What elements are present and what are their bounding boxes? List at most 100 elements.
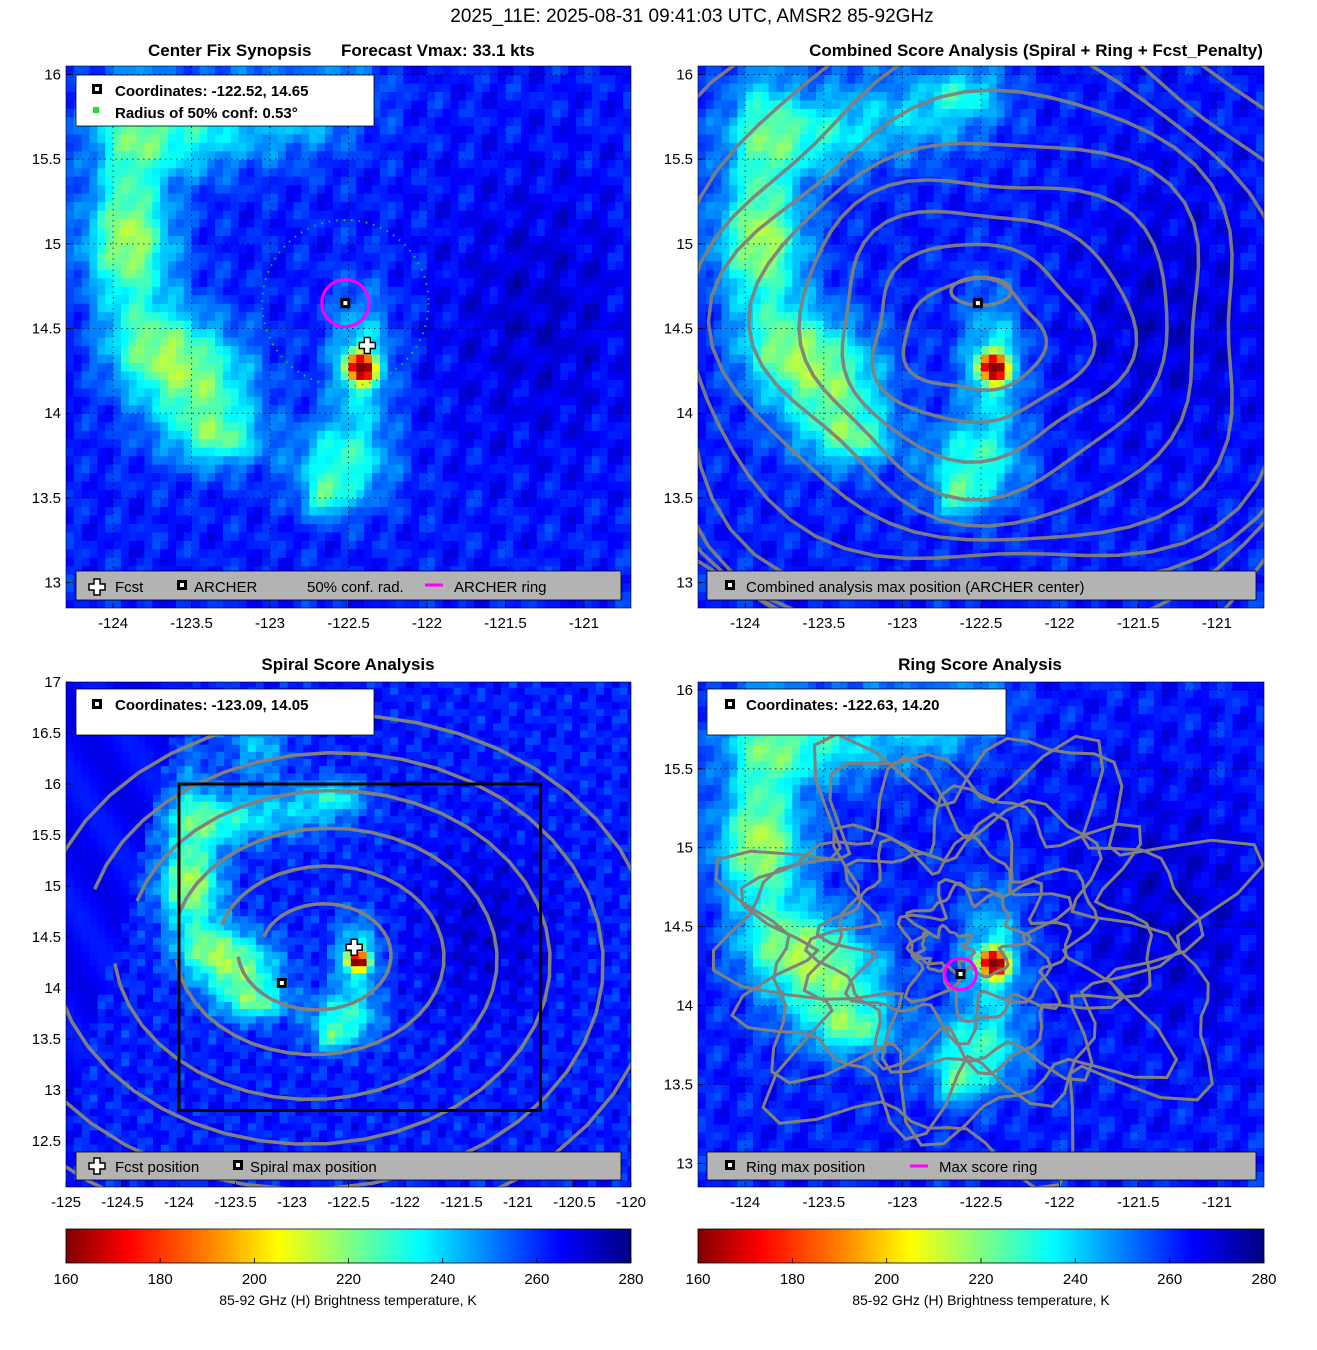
heat-cell [552,472,561,482]
heat-cell [175,565,185,575]
heat-cell [529,82,538,92]
heat-cell [505,362,514,372]
heat-cell [481,260,491,270]
heat-cell [497,260,506,270]
heat-cell [191,413,200,423]
heat-cell [340,430,350,440]
heat-cell [136,599,145,608]
heat-cell [136,387,145,397]
heat-cell [576,210,585,220]
heat-cell [615,243,624,253]
heat-cell [301,337,310,347]
heat-cell [721,413,731,423]
x-tick-label: -121 [569,615,599,632]
heat-cell [332,125,342,135]
heat-cell [317,430,326,440]
heat-cell [450,362,459,372]
heat-cell [66,565,75,575]
heat-cell [631,261,639,270]
heat-cell [113,210,122,220]
heat-cell [623,226,631,236]
heat-cell [199,167,208,177]
heat-cell [97,226,106,236]
heat-cell [230,430,240,440]
heat-cell [544,506,554,516]
heat-cell [332,226,342,236]
heat-cell [379,472,389,482]
heat-cell [215,438,224,448]
heat-cell [403,497,412,507]
heat-cell [481,66,491,76]
heat-cell [568,404,577,414]
heat-cell [262,396,271,406]
heat-cell [160,548,169,558]
heat-cell [568,413,577,423]
heat-cell [191,481,200,491]
heat-cell [583,184,593,194]
heat-cell [301,218,310,228]
heat-cell [395,193,404,203]
heat-cell [419,184,428,194]
heat-cell [505,210,514,220]
heat-cell [144,243,153,253]
heat-cell [136,150,145,160]
heat-cell [113,176,122,186]
heat-cell [591,362,601,372]
heat-cell [623,447,631,457]
heat-cell [128,286,138,296]
heat-cell [521,133,530,143]
heat-cell [340,404,350,414]
heat-cell [631,354,639,363]
heat-cell [66,345,75,355]
heat-cell [317,396,326,406]
heat-cell [607,413,616,423]
heat-cell [513,548,522,558]
heat-cell [560,210,569,220]
heat-cell [568,421,577,431]
heat-cell [403,514,412,524]
heat-cell [474,523,483,533]
heat-cell [489,540,499,550]
heat-cell [505,235,514,245]
heat-cell [419,235,428,245]
heat-cell [379,125,389,135]
heat-cell [379,421,389,431]
heat-cell [372,108,381,118]
heat-cell [698,353,707,363]
heat-cell [81,226,91,236]
heat-cell [73,387,83,397]
heat-cell [560,184,569,194]
heat-cell [450,142,459,152]
heat-cell [583,311,593,321]
heat-cell [262,252,271,262]
heat-cell [411,125,420,135]
heat-cell [230,497,240,507]
heat-cell [489,311,499,321]
heat-cell [576,311,585,321]
heat-cell [340,277,350,287]
heat-cell [356,506,365,516]
heat-cell [427,396,436,406]
heat-cell [403,176,412,186]
heat-cell [505,557,514,567]
heat-cell [466,413,475,423]
heat-cell [560,506,569,516]
heat-cell [521,523,530,533]
heat-cell [583,201,593,211]
heat-cell [73,599,83,608]
heat-cell [513,277,522,287]
heat-cell [144,404,153,414]
heat-cell [631,295,639,304]
heat-cell [379,184,389,194]
heat-cell [348,269,357,279]
heat-cell [529,74,538,84]
heat-cell [309,320,318,330]
heat-cell [721,193,731,203]
heat-cell [403,82,412,92]
heat-cell [128,167,138,177]
heat-cell [270,396,279,406]
heat-cell [497,116,506,126]
heat-cell [348,430,357,440]
heat-cell [372,277,381,287]
heat-cell [89,387,98,397]
